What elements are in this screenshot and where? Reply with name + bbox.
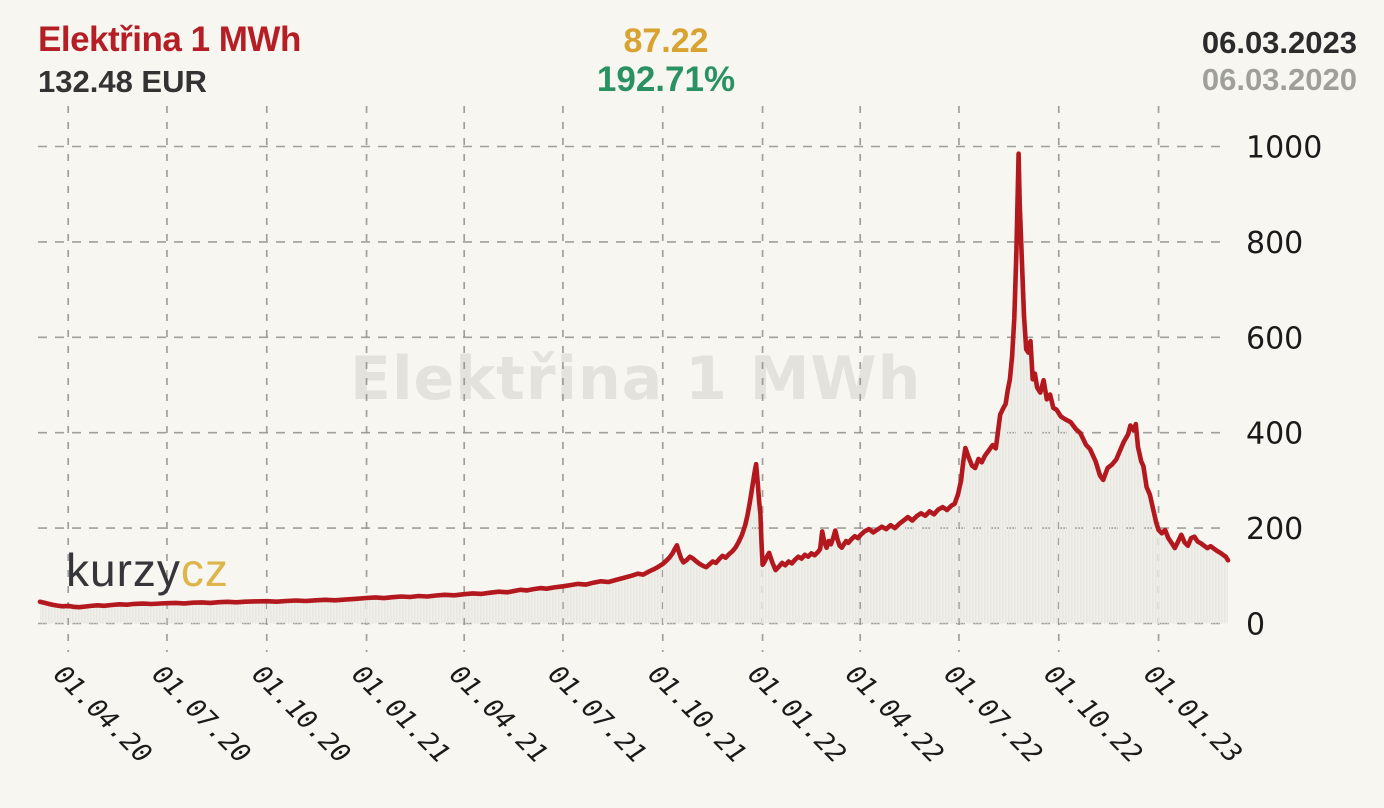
y-axis-label: 400 — [1246, 417, 1303, 452]
x-axis-label: 01.07.22 — [938, 660, 1048, 770]
x-axis-label: 01.04.20 — [47, 660, 157, 770]
date-range-block: 06.03.2023 06.03.2020 — [1202, 24, 1357, 99]
x-axis-label: 01.04.21 — [443, 660, 553, 770]
x-axis-label: 01.07.21 — [542, 660, 652, 770]
change-absolute: 87.22 — [623, 22, 709, 60]
x-axis-label: 01.10.22 — [1038, 660, 1148, 770]
date-end: 06.03.2023 — [1201, 25, 1357, 60]
price-line — [37, 151, 1231, 610]
x-axis-label: 01.01.23 — [1138, 660, 1248, 770]
y-axis-label: 800 — [1246, 226, 1303, 261]
y-axis-label: 1000 — [1246, 131, 1322, 166]
date-start: 06.03.2020 — [1201, 62, 1357, 97]
x-axis-label: 01.04.22 — [839, 660, 949, 770]
price-area — [40, 153, 1228, 624]
change-block: 87.22 192.71% — [597, 22, 735, 100]
change-percent: 192.71% — [596, 60, 736, 99]
x-axis-label: 01.01.22 — [742, 660, 852, 770]
kurzy-logo: kurzycz — [66, 543, 229, 597]
kurzy-logo-main: kurzy — [66, 544, 181, 596]
kurzy-logo-suffix: cz — [180, 544, 229, 596]
x-axis-label: 01.07.20 — [146, 660, 256, 770]
y-axis-label: 200 — [1246, 512, 1303, 547]
y-axis-label: 0 — [1246, 608, 1265, 643]
page-title: Elektřina 1 MWh — [38, 20, 301, 59]
x-axis-label: 01.10.21 — [642, 660, 752, 770]
current-price: 132.48 EUR — [38, 64, 207, 99]
chart-watermark: Elektřina 1 MWh — [350, 344, 922, 414]
y-axis-label: 600 — [1246, 321, 1303, 356]
x-axis-label: 01.10.20 — [246, 660, 356, 770]
x-axis-label: 01.01.21 — [346, 660, 456, 770]
